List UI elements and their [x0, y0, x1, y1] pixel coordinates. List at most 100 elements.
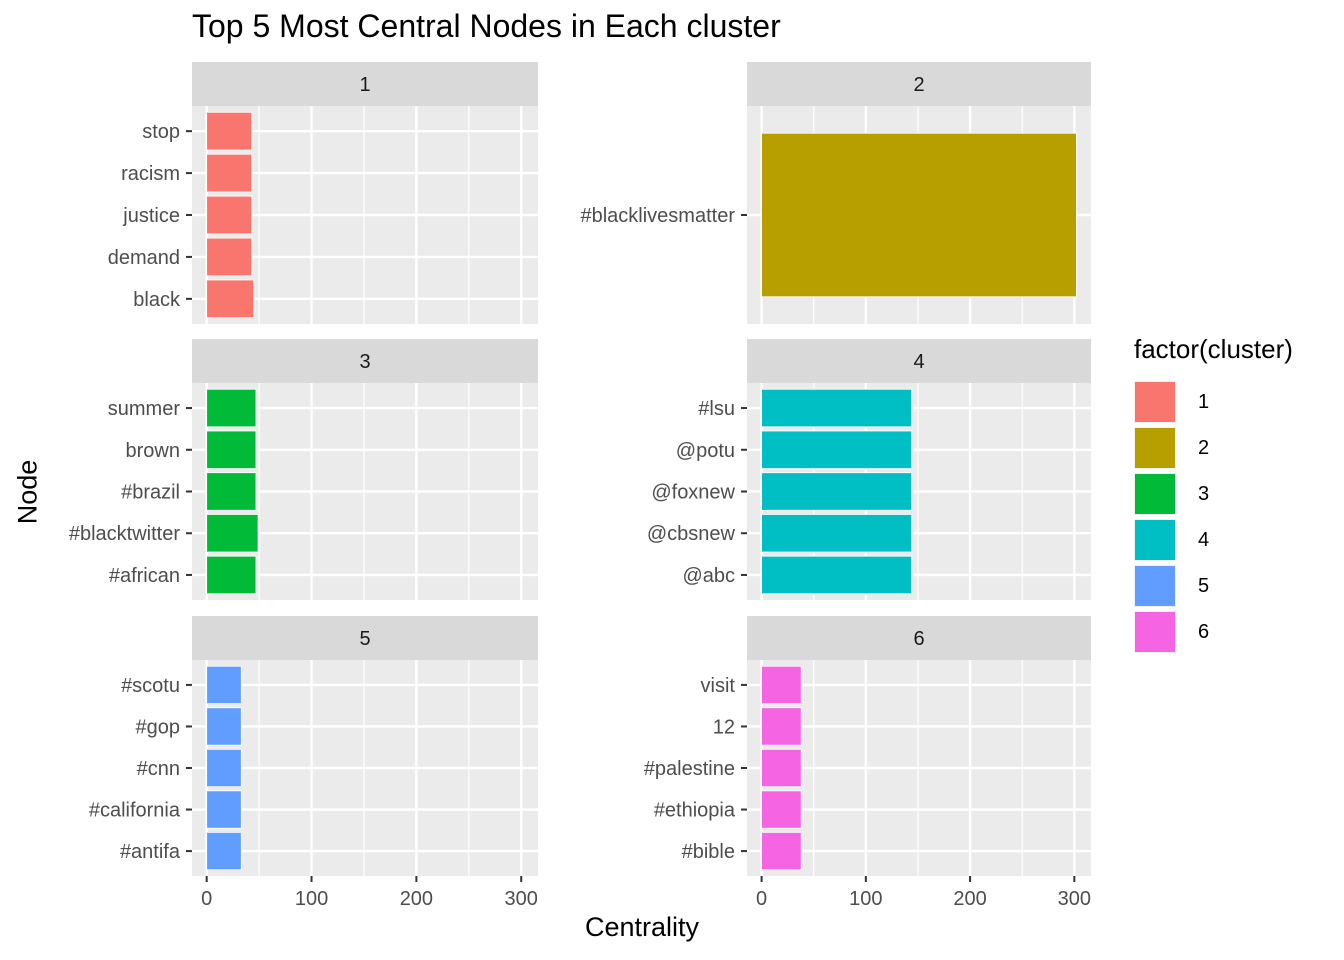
bar [761, 665, 802, 705]
y-tick-label: #african [109, 565, 180, 587]
bar [206, 748, 242, 788]
chart-title: Top 5 Most Central Nodes in Each cluster [192, 8, 781, 44]
facet-strip-3 [192, 339, 538, 383]
x-tick-label: 200 [953, 888, 986, 910]
y-tick-label: #palestine [644, 758, 735, 780]
y-tick-label: #gop [136, 716, 181, 738]
legend-item-5: 5 [1134, 563, 1293, 609]
bar [761, 430, 913, 469]
legend-swatch-5 [1135, 566, 1175, 606]
facet-strip-2 [747, 62, 1091, 106]
y-tick-label: black [133, 289, 181, 311]
legend-swatch-3 [1135, 474, 1175, 514]
legend-key [1134, 611, 1176, 653]
y-tick-label: @abc [682, 565, 735, 587]
bar [206, 430, 257, 469]
legend-label: 1 [1198, 390, 1210, 413]
legend-label: 4 [1198, 528, 1210, 551]
bar [761, 831, 802, 871]
bar [206, 279, 255, 319]
y-tick-label: #blacklivesmatter [580, 205, 735, 227]
y-axis-label: Node [12, 459, 43, 525]
facet-strip-label: 6 [913, 628, 924, 650]
x-tick-label: 300 [505, 888, 538, 910]
facet-strip-4 [747, 339, 1091, 383]
facet-strip-label: 3 [359, 351, 370, 373]
y-tick-label: #brazil [121, 482, 180, 504]
legend-key [1134, 519, 1176, 561]
bar [206, 831, 242, 871]
legend-item-1: 1 [1134, 379, 1293, 425]
y-tick-label: @foxnew [651, 482, 735, 504]
y-tick-label: stop [142, 121, 180, 143]
x-tick-label: 100 [849, 888, 882, 910]
y-tick-label: #blacktwitter [69, 523, 180, 545]
y-tick-label: racism [121, 163, 180, 185]
x-tick-label: 300 [1058, 888, 1091, 910]
x-axis-label: Centrality [584, 912, 700, 942]
legend-label: 5 [1198, 574, 1210, 597]
bar [206, 665, 242, 705]
legend-label: 2 [1198, 436, 1210, 459]
legend-item-6: 6 [1134, 609, 1293, 655]
y-tick-label: @cbsnew [647, 523, 736, 545]
y-tick-label: @potu [676, 440, 735, 462]
legend-swatch-4 [1135, 520, 1175, 560]
bar [206, 790, 242, 829]
legend-swatch-6 [1135, 612, 1175, 652]
bar [761, 472, 913, 511]
facet-strip-label: 2 [913, 74, 924, 96]
x-tick-label: 0 [756, 888, 767, 910]
bar [206, 388, 257, 428]
facet-strip-6 [747, 616, 1091, 660]
legend-item-4: 4 [1134, 517, 1293, 563]
y-tick-label: visit [701, 675, 736, 697]
x-tick-label: 0 [201, 888, 212, 910]
x-tick-label: 200 [400, 888, 433, 910]
bar [206, 472, 257, 511]
bar [206, 237, 253, 277]
legend-label: 6 [1198, 620, 1210, 643]
facet-strip-5 [192, 616, 538, 660]
bar [761, 707, 802, 746]
bar [761, 790, 802, 829]
y-tick-label: 12 [713, 716, 735, 738]
y-tick-label: #california [89, 800, 181, 822]
legend-key [1134, 473, 1176, 515]
legend-swatch-1 [1135, 382, 1175, 422]
facet-strip-1 [192, 62, 538, 106]
y-tick-label: #bible [682, 841, 735, 863]
bar [206, 153, 253, 193]
y-tick-label: #scotu [121, 675, 180, 697]
bar [761, 132, 1077, 298]
legend-key [1134, 565, 1176, 607]
bar [761, 514, 913, 553]
legend: factor(cluster) 1 2 3 4 5 6 [1134, 334, 1293, 655]
facet-strip-label: 1 [359, 74, 370, 96]
bar [761, 748, 802, 788]
facet-strip-label: 4 [913, 351, 924, 373]
legend-label: 3 [1198, 482, 1210, 505]
legend-key [1134, 427, 1176, 469]
facet-strip-label: 5 [359, 628, 370, 650]
bar [761, 388, 913, 428]
y-tick-label: #lsu [698, 398, 735, 420]
y-tick-label: #ethiopia [654, 800, 736, 822]
y-tick-label: #antifa [120, 841, 181, 863]
y-tick-label: justice [122, 205, 180, 227]
y-tick-label: demand [108, 247, 180, 269]
y-tick-label: #cnn [137, 758, 180, 780]
y-tick-label: brown [126, 440, 180, 462]
bar [206, 707, 242, 746]
bar [761, 555, 913, 595]
bar [206, 195, 253, 235]
legend-swatch-2 [1135, 428, 1175, 468]
legend-item-3: 3 [1134, 471, 1293, 517]
y-tick-label: summer [108, 398, 181, 420]
legend-title: factor(cluster) [1134, 334, 1293, 364]
bar [206, 514, 259, 553]
bar [206, 555, 257, 595]
legend-key [1134, 381, 1176, 423]
bar [206, 111, 253, 151]
